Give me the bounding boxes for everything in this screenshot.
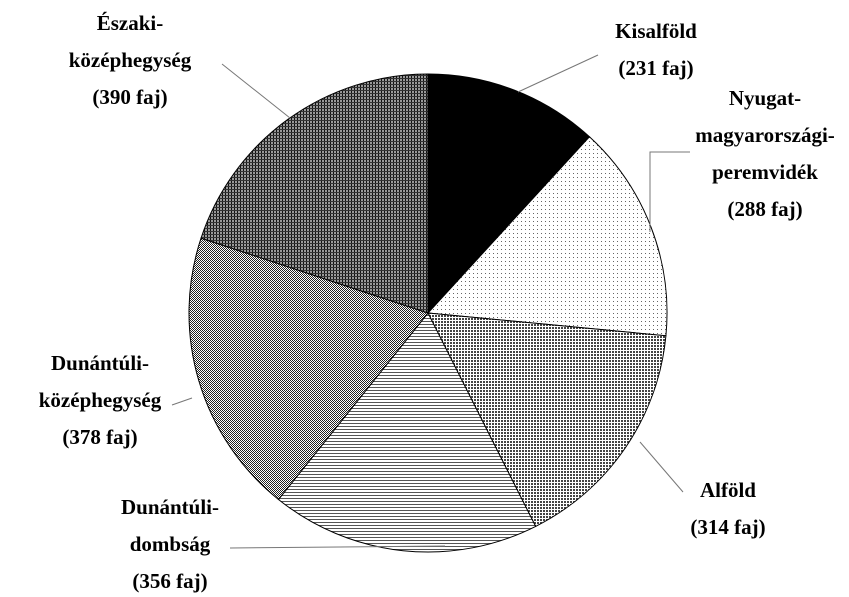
slice-label: középhegység (69, 48, 192, 72)
leader-line (649, 151, 690, 232)
slice-label: Északi- (97, 11, 164, 35)
pie-slice (200, 73, 429, 314)
slice-label: középhegység (39, 388, 162, 412)
leader-line (517, 54, 599, 93)
slice-label: peremvidék (712, 160, 818, 184)
value-label: (356 faj) (132, 569, 207, 593)
leader-line (229, 545, 446, 549)
pie-slice (427, 73, 591, 315)
leader-line (171, 397, 193, 406)
pie-slice (277, 312, 537, 553)
pie-slice (426, 136, 668, 337)
value-label: (378 faj) (62, 425, 137, 449)
slice-label: Kisalföld (615, 19, 697, 43)
pie-slice (188, 237, 429, 501)
pie-slice (427, 312, 667, 528)
value-label: (314 faj) (690, 515, 765, 539)
value-label: (288 faj) (727, 197, 802, 221)
leader-line (221, 63, 291, 119)
slice-label: Dunántúli- (51, 351, 149, 375)
slice-label: dombság (130, 532, 211, 556)
value-label: (390 faj) (92, 85, 167, 109)
leader-lines (171, 54, 690, 549)
slice-label: Alföld (700, 478, 756, 502)
slice-label: Nyugat- (729, 86, 801, 110)
leader-line (639, 441, 684, 493)
slice-label: magyarországi- (695, 123, 835, 147)
slice-label: Dunántúli- (121, 495, 219, 519)
value-label: (231 faj) (618, 56, 693, 80)
